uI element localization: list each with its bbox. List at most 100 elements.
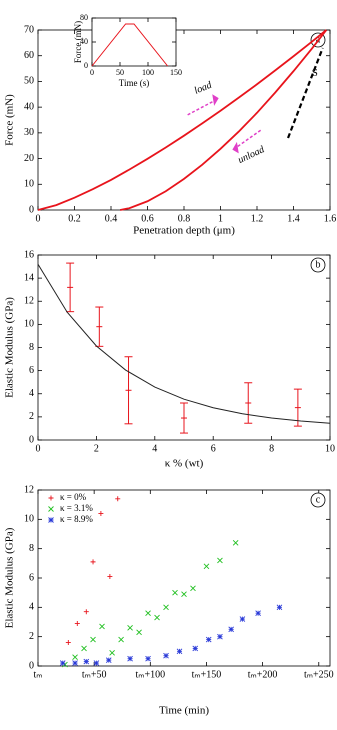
scatter-point (136, 629, 142, 636)
y-tick-label: 60 (24, 50, 34, 61)
x-tick-label: 0 (36, 443, 41, 454)
scatter-point (228, 626, 234, 633)
scatter-point (83, 609, 89, 615)
y-tick-label: 14 (24, 272, 34, 283)
fit-line (37, 263, 331, 424)
scatter-point (217, 633, 223, 640)
x-tick-label: 0.2 (68, 213, 81, 224)
plot-frame (37, 29, 331, 211)
x-tick-label: 0.4 (105, 213, 118, 224)
scatter-point (217, 557, 223, 564)
scatter-point (127, 625, 133, 631)
x-axis-label: Time (s) (119, 78, 149, 88)
x-tick-label: tₘ+150 (192, 669, 222, 680)
scatter-point (59, 660, 66, 666)
unload-arrow (234, 129, 262, 149)
y-tick-label: 6 (29, 572, 34, 583)
x-tick-label: 4 (152, 443, 157, 454)
x-tick-label: 2 (94, 443, 99, 454)
x-tick-label: 150 (170, 68, 182, 77)
y-tick-label: 40 (24, 101, 34, 112)
scatter-point (145, 610, 151, 617)
slope-line (286, 47, 324, 139)
scatter-point (181, 591, 187, 597)
y-tick-label: 50 (24, 76, 34, 87)
y-tick-label: 40 (80, 37, 88, 46)
unload-arrow-head (232, 141, 239, 154)
scatter-point (176, 648, 183, 655)
y-tick-label: 20 (24, 153, 34, 164)
x-tick-label: 1.2 (251, 213, 264, 224)
scatter-point (190, 585, 196, 592)
load-arrow-head (212, 94, 219, 106)
y-tick-label: 10 (24, 179, 34, 190)
legend-marker (48, 517, 54, 523)
y-axis-label: Force (mN) (73, 21, 83, 63)
scatter-point (118, 636, 124, 643)
y-tick-label: 0 (29, 660, 34, 671)
y-tick-label: 10 (24, 319, 34, 330)
legend-label: κ = 8.9% (60, 514, 93, 524)
error-point (180, 402, 188, 434)
scatter-point (203, 563, 210, 570)
data-line (91, 23, 168, 67)
x-axis-label: Penetration depth (μm) (133, 225, 235, 237)
scatter-point (145, 655, 151, 662)
x-tick-label: 10 (325, 443, 335, 454)
y-tick-label: 80 (80, 13, 88, 22)
y-tick-label: 30 (24, 127, 34, 138)
x-tick-label: 1 (218, 213, 223, 224)
error-point (293, 388, 302, 427)
scatter-point (74, 620, 80, 626)
scatter-point (81, 645, 87, 652)
y-tick-label: 0 (84, 61, 88, 70)
scatter-point (192, 645, 199, 652)
scatter-point (205, 636, 212, 643)
x-tick-label: 1.4 (287, 213, 300, 224)
scatter-point (154, 614, 160, 621)
panel-badge (310, 257, 326, 273)
legend-marker (48, 506, 54, 512)
x-tick-label: 0.8 (178, 213, 191, 224)
scatter-point (90, 636, 96, 643)
y-tick-label: 4 (29, 388, 34, 399)
scatter-point (115, 496, 121, 502)
scatter-point (107, 574, 113, 580)
y-tick-label: 4 (29, 602, 34, 613)
scatter-point (99, 623, 105, 630)
plot-frame (37, 489, 331, 667)
scatter-point (72, 660, 78, 666)
y-tick-label: 0 (29, 434, 34, 445)
y-axis-label: Elastic Modulus (GPa) (4, 297, 16, 398)
y-tick-label: 10 (24, 514, 34, 525)
x-tick-label: 100 (142, 68, 154, 77)
scatter-point (98, 510, 104, 516)
scatter-point (105, 657, 112, 663)
data-line (119, 29, 328, 211)
x-tick-label: 8 (269, 443, 274, 454)
y-tick-label: 8 (29, 543, 34, 554)
scatter-point (93, 660, 100, 666)
scatter-point (83, 658, 90, 665)
legend-label: κ = 3.1% (60, 503, 93, 513)
scatter-point (109, 649, 115, 656)
error-point (124, 356, 133, 425)
scatter-point (239, 616, 246, 622)
panel-label: c (316, 494, 321, 505)
y-tick-label: 12 (24, 296, 34, 307)
y-tick-label: 6 (29, 365, 34, 376)
x-tick-label: 0 (90, 68, 94, 77)
y-tick-label: 70 (24, 24, 34, 35)
scatter-point (72, 654, 78, 661)
load-arrow (187, 98, 218, 116)
scatter-point (127, 655, 133, 662)
x-axis-label: κ % (wt) (165, 458, 204, 470)
scatter-point (232, 539, 239, 546)
y-tick-label: 8 (29, 342, 34, 353)
scatter-point (172, 589, 178, 596)
x-axis-label: Time (min) (159, 705, 209, 717)
x-tick-label: tₘ+100 (135, 669, 165, 680)
error-point (66, 262, 75, 313)
y-axis-label: Force (mN) (4, 94, 16, 146)
